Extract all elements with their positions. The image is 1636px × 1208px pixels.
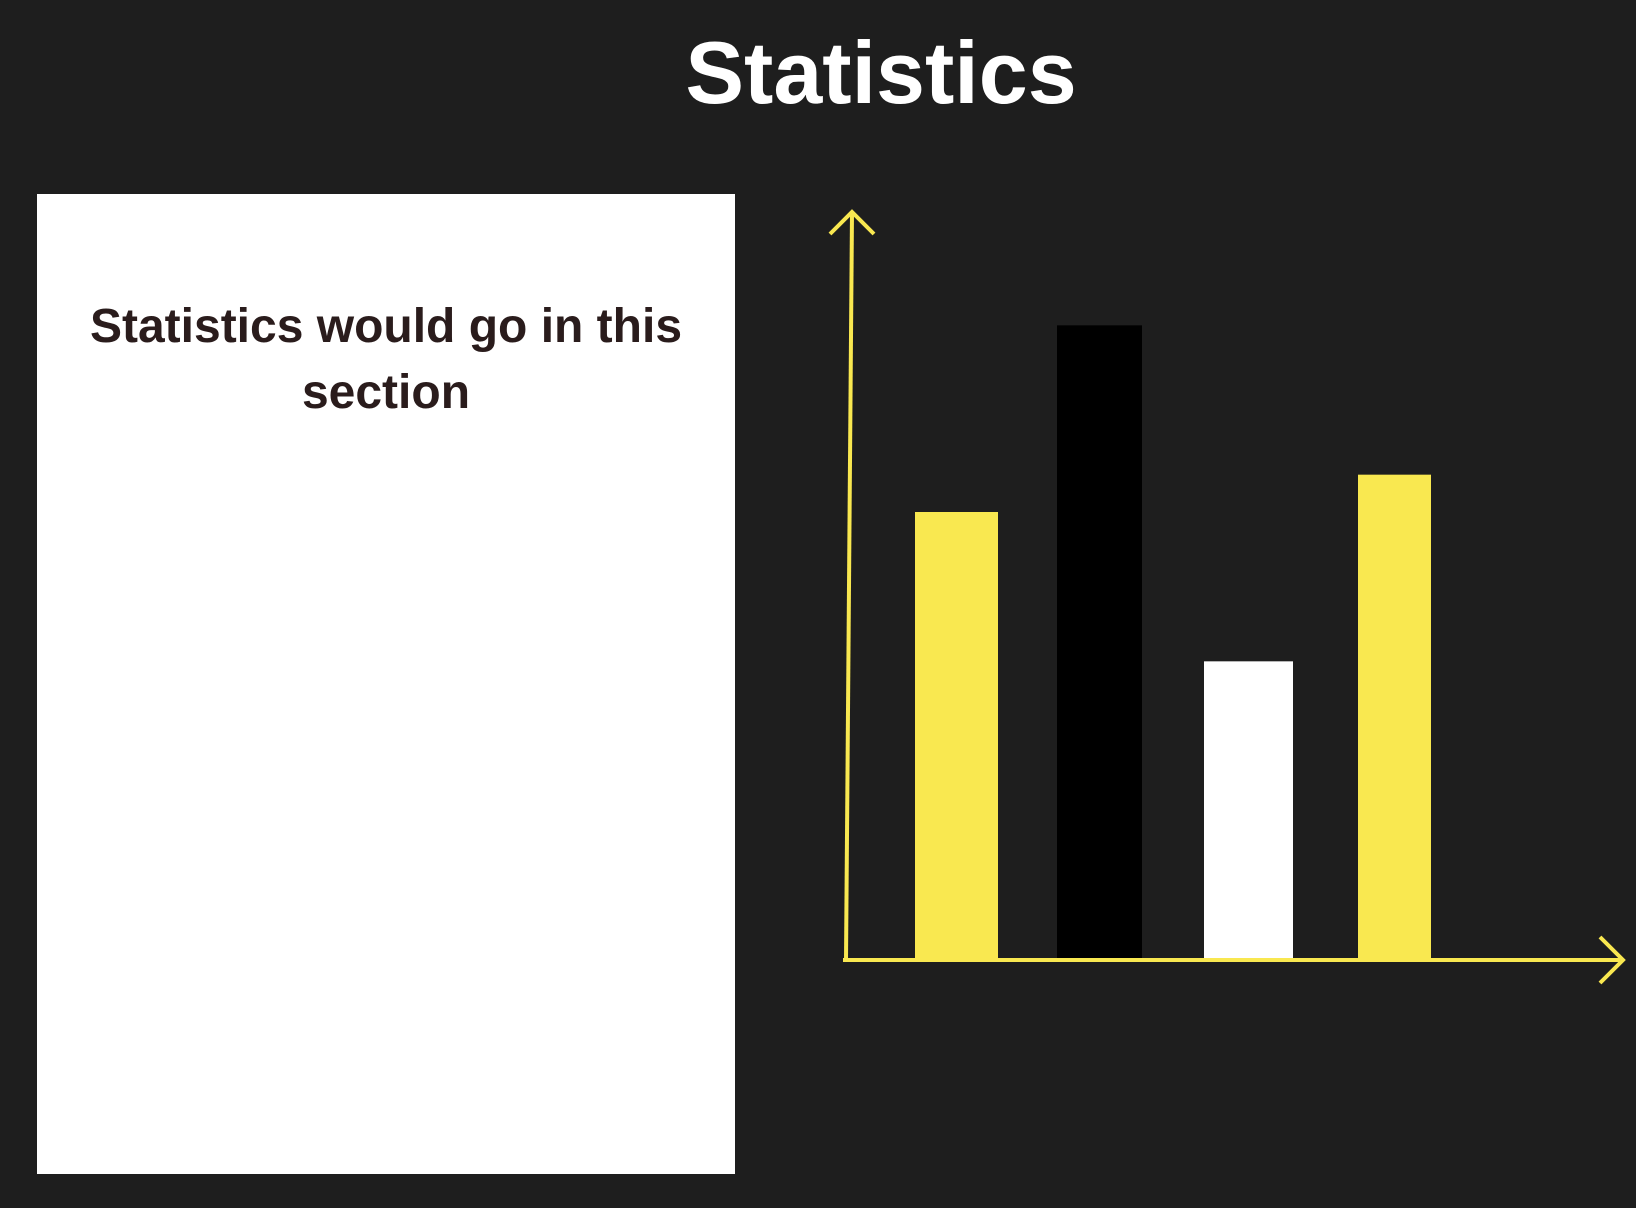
page-title: Statistics: [685, 23, 1077, 122]
y-axis-arrowhead: [828, 209, 876, 236]
x-axis-arrowhead: [1598, 935, 1626, 985]
statistics-panel: Statistics would go in this section: [37, 194, 735, 1174]
bar-2: [1057, 325, 1142, 960]
bar-1: [915, 512, 998, 960]
panel-text: Statistics would go in this section: [89, 300, 683, 419]
y-axis: [844, 211, 854, 961]
bars-group: [915, 325, 1431, 960]
bar-3: [1204, 661, 1293, 960]
bar-4: [1358, 474, 1431, 960]
